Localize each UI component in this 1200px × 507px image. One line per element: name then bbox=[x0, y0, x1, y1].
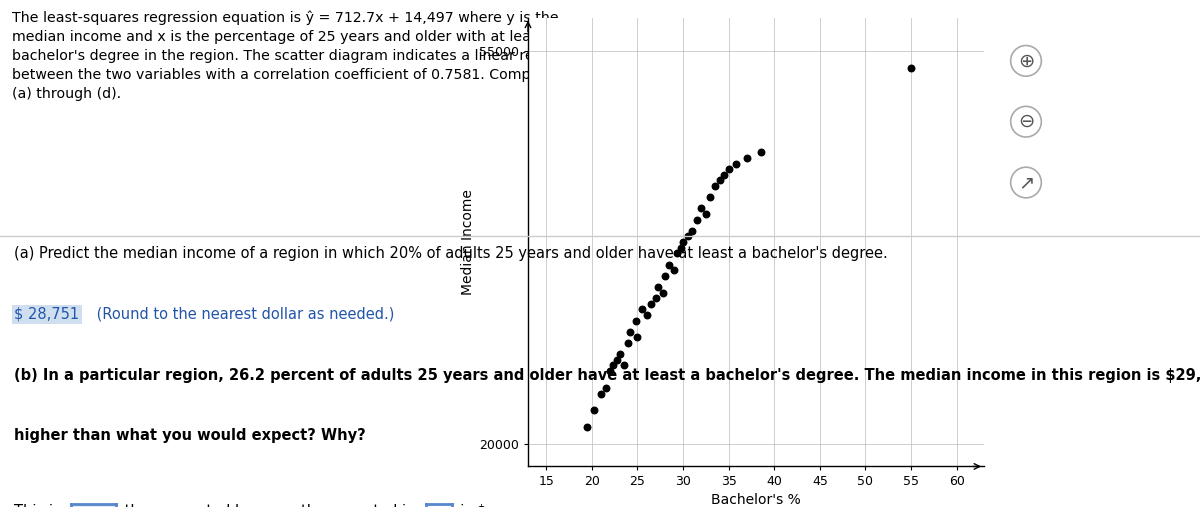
Point bbox=[706, 182, 725, 190]
Text: (b) In a particular region, 26.2 percent of adults 25 years and older have at le: (b) In a particular region, 26.2 percent… bbox=[14, 368, 1200, 383]
Point bbox=[660, 261, 679, 269]
Point bbox=[655, 272, 674, 280]
Point bbox=[642, 300, 661, 308]
Point bbox=[688, 215, 707, 224]
Point bbox=[607, 356, 626, 364]
Text: ↗: ↗ bbox=[1018, 173, 1034, 192]
Point bbox=[614, 361, 634, 370]
Point bbox=[737, 154, 756, 162]
X-axis label: Bachelor's %: Bachelor's % bbox=[712, 493, 800, 506]
Text: ⊖: ⊖ bbox=[1018, 112, 1034, 131]
Point bbox=[577, 423, 596, 431]
Point bbox=[751, 149, 770, 157]
Point bbox=[628, 334, 647, 342]
Point bbox=[901, 64, 920, 73]
Point bbox=[604, 361, 623, 370]
Point bbox=[620, 328, 640, 336]
Text: higher than what you would expect? Why?: higher than what you would expect? Why? bbox=[14, 428, 366, 444]
Point bbox=[653, 288, 672, 297]
Text: (Round to the nearest dollar as needed.): (Round to the nearest dollar as needed.) bbox=[92, 307, 395, 322]
Point bbox=[691, 204, 710, 212]
Point bbox=[701, 193, 720, 201]
Point bbox=[646, 294, 665, 302]
Text: ⊕: ⊕ bbox=[1018, 51, 1034, 70]
Text: The least-squares regression equation is ŷ = 712.7x + 14,497 where y is the
medi: The least-squares regression equation is… bbox=[12, 10, 599, 101]
Point bbox=[667, 249, 686, 258]
Point bbox=[626, 316, 646, 324]
Text: (a) Predict the median income of a region in which 20% of adults 25 years and ol: (a) Predict the median income of a regio… bbox=[14, 246, 888, 261]
Text: $ 28,751: $ 28,751 bbox=[14, 307, 79, 322]
Point bbox=[637, 311, 656, 319]
Point bbox=[672, 244, 691, 252]
Point bbox=[592, 389, 611, 397]
Y-axis label: Median Income: Median Income bbox=[461, 189, 475, 295]
Point bbox=[596, 384, 616, 392]
Point bbox=[696, 210, 715, 218]
Point bbox=[683, 227, 702, 235]
Point bbox=[611, 350, 630, 358]
Point bbox=[714, 171, 733, 179]
Point bbox=[665, 266, 684, 274]
Point bbox=[600, 367, 619, 375]
Point bbox=[726, 160, 745, 168]
Point bbox=[632, 305, 652, 313]
Text: This is: This is bbox=[14, 504, 61, 507]
Point bbox=[648, 283, 667, 291]
Text: than expected because the expected income is $: than expected because the expected incom… bbox=[120, 504, 486, 507]
Point bbox=[678, 232, 697, 240]
Point bbox=[584, 406, 604, 414]
Point bbox=[619, 339, 638, 347]
Point bbox=[719, 165, 738, 173]
Point bbox=[673, 238, 692, 246]
Point bbox=[710, 176, 730, 185]
